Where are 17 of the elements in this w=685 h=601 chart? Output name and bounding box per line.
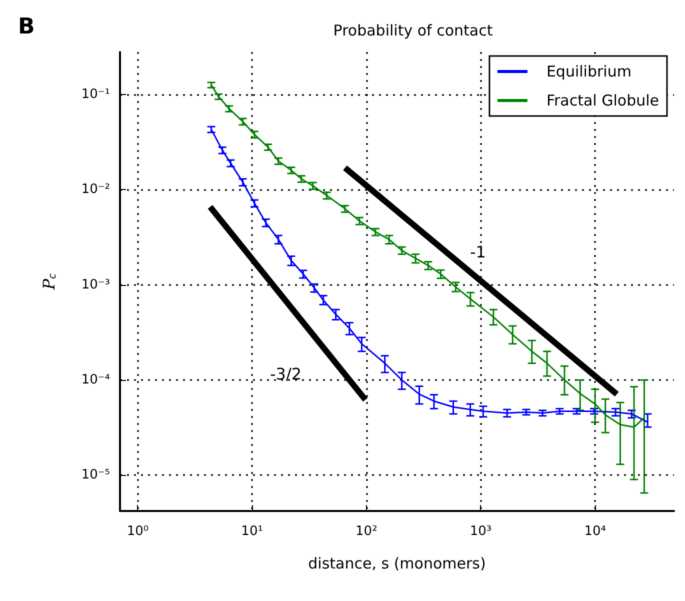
- x-tick-label: 10³: [470, 524, 492, 539]
- y-tick-label: 10⁻²: [81, 182, 110, 198]
- y-tick-label: 10⁻⁵: [81, 468, 110, 483]
- chart-title: Probability of contact: [333, 22, 493, 40]
- y-tick-label: 10⁻¹: [81, 87, 110, 102]
- y-tick-label: 10⁻⁴: [81, 372, 110, 388]
- legend-label: Equilibrium: [546, 62, 632, 80]
- y-tick-label: 10⁻³: [81, 277, 110, 292]
- text: B: [18, 14, 35, 40]
- legend-label: Fractal Globule: [546, 92, 660, 110]
- x-tick-label: 10¹: [241, 524, 263, 539]
- y-axis-title: Pc: [40, 272, 58, 291]
- x-tick-label: 10⁴: [584, 524, 606, 539]
- annotation: -3/2: [270, 364, 302, 384]
- x-axis-title: distance, s (monomers): [308, 554, 486, 572]
- x-tick-label: 10⁰: [126, 524, 149, 539]
- x-tick-label: 10²: [356, 524, 378, 539]
